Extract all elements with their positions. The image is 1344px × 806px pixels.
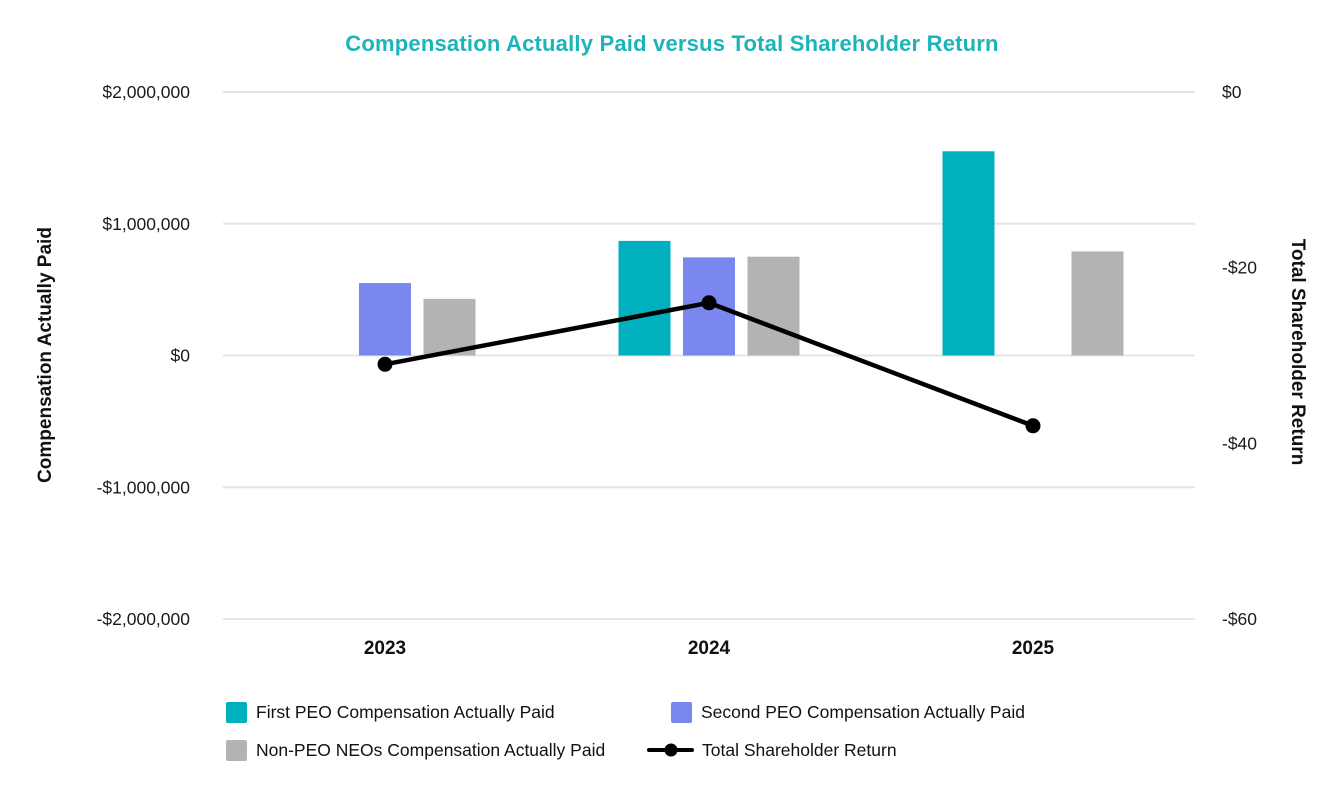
first-peo-swatch-icon	[226, 701, 247, 723]
legend-label: Total Shareholder Return	[702, 739, 897, 760]
right-axis-tick: $0	[1222, 82, 1242, 102]
x-axis-label: 2025	[1012, 638, 1055, 659]
right-axis-tick: -$20	[1222, 258, 1257, 278]
tsr-point	[377, 356, 393, 372]
second-peo-swatch-icon	[671, 701, 692, 723]
left-axis-tick: $2,000,000	[102, 82, 190, 102]
tsr-line-marker-icon	[647, 743, 694, 757]
bar	[942, 151, 995, 356]
bar	[618, 240, 671, 356]
legend-item-second-peo: Second PEO Compensation Actually Paid	[671, 701, 1025, 723]
legend-label: First PEO Compensation Actually Paid	[256, 701, 555, 722]
bar	[359, 283, 411, 356]
left-axis-tick: -$1,000,000	[97, 477, 191, 497]
legend-item-non-peo-neos: Non-PEO NEOs Compensation Actually Paid	[226, 739, 605, 761]
left-axis-tick: $1,000,000	[102, 214, 190, 234]
legend-label: Non-PEO NEOs Compensation Actually Paid	[256, 739, 606, 760]
legend-label: Second PEO Compensation Actually Paid	[701, 701, 1025, 722]
left-axis-tick: $0	[171, 346, 191, 366]
right-axis-tick: -$60	[1222, 609, 1257, 629]
legend-item-tsr: Total Shareholder Return	[647, 739, 897, 761]
bar	[747, 256, 800, 356]
tsr-point	[1025, 418, 1041, 434]
tsr-point	[701, 295, 717, 311]
x-axis-label: 2024	[688, 638, 731, 659]
bar	[423, 298, 476, 356]
bar	[1071, 251, 1124, 356]
tsr-dot-icon	[664, 743, 677, 757]
legend-item-first-peo: First PEO Compensation Actually Paid	[226, 701, 555, 723]
non-peo-neos-swatch-icon	[226, 739, 247, 761]
chart-title: Compensation Actually Paid versus Total …	[345, 31, 999, 56]
left-axis-tick: -$2,000,000	[97, 609, 191, 629]
right-axis-tick: -$40	[1222, 433, 1257, 453]
x-axis-label: 2023	[364, 638, 406, 659]
